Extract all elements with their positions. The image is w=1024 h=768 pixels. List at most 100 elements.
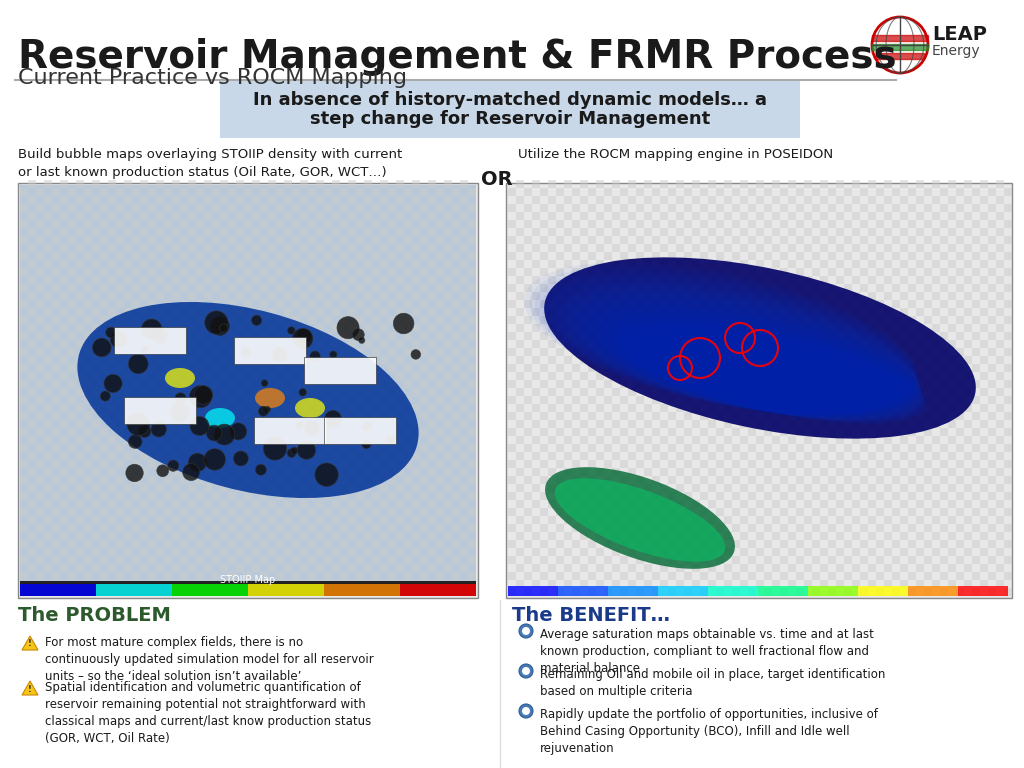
- FancyBboxPatch shape: [20, 380, 28, 388]
- FancyBboxPatch shape: [692, 308, 700, 316]
- FancyBboxPatch shape: [300, 452, 308, 460]
- FancyBboxPatch shape: [244, 252, 252, 260]
- FancyBboxPatch shape: [676, 516, 684, 524]
- FancyBboxPatch shape: [324, 584, 400, 596]
- FancyBboxPatch shape: [676, 308, 684, 316]
- FancyBboxPatch shape: [108, 324, 116, 332]
- FancyBboxPatch shape: [908, 332, 916, 340]
- FancyBboxPatch shape: [668, 268, 676, 276]
- FancyBboxPatch shape: [508, 396, 516, 404]
- FancyBboxPatch shape: [612, 356, 620, 364]
- FancyBboxPatch shape: [1004, 252, 1012, 260]
- FancyBboxPatch shape: [612, 436, 620, 444]
- FancyBboxPatch shape: [28, 468, 36, 476]
- FancyBboxPatch shape: [84, 332, 92, 340]
- FancyBboxPatch shape: [948, 260, 956, 268]
- FancyBboxPatch shape: [148, 252, 156, 260]
- FancyBboxPatch shape: [524, 252, 532, 260]
- FancyBboxPatch shape: [436, 252, 444, 260]
- FancyBboxPatch shape: [756, 244, 764, 252]
- FancyBboxPatch shape: [156, 580, 164, 588]
- FancyBboxPatch shape: [220, 500, 228, 508]
- FancyBboxPatch shape: [676, 388, 684, 396]
- FancyBboxPatch shape: [964, 244, 972, 252]
- FancyBboxPatch shape: [700, 556, 708, 564]
- FancyBboxPatch shape: [596, 260, 604, 268]
- FancyBboxPatch shape: [564, 228, 572, 236]
- FancyBboxPatch shape: [460, 324, 468, 332]
- FancyBboxPatch shape: [988, 476, 996, 484]
- FancyBboxPatch shape: [516, 580, 524, 588]
- FancyBboxPatch shape: [92, 244, 100, 252]
- FancyBboxPatch shape: [748, 348, 756, 356]
- FancyBboxPatch shape: [716, 236, 724, 244]
- FancyBboxPatch shape: [172, 516, 180, 524]
- FancyBboxPatch shape: [748, 364, 756, 372]
- FancyBboxPatch shape: [524, 236, 532, 244]
- FancyBboxPatch shape: [452, 332, 460, 340]
- FancyBboxPatch shape: [668, 524, 676, 532]
- FancyBboxPatch shape: [540, 396, 548, 404]
- FancyBboxPatch shape: [228, 252, 236, 260]
- FancyBboxPatch shape: [516, 180, 524, 188]
- FancyBboxPatch shape: [804, 356, 812, 364]
- FancyBboxPatch shape: [108, 372, 116, 380]
- FancyBboxPatch shape: [572, 508, 580, 516]
- FancyBboxPatch shape: [132, 380, 140, 388]
- FancyBboxPatch shape: [228, 396, 236, 404]
- FancyBboxPatch shape: [428, 404, 436, 412]
- FancyBboxPatch shape: [444, 196, 452, 204]
- FancyBboxPatch shape: [852, 548, 860, 556]
- FancyBboxPatch shape: [612, 340, 620, 348]
- FancyBboxPatch shape: [308, 268, 316, 276]
- FancyBboxPatch shape: [292, 252, 300, 260]
- FancyBboxPatch shape: [212, 284, 220, 292]
- FancyBboxPatch shape: [748, 572, 756, 580]
- FancyBboxPatch shape: [876, 492, 884, 500]
- FancyBboxPatch shape: [372, 252, 380, 260]
- FancyBboxPatch shape: [204, 180, 212, 188]
- FancyBboxPatch shape: [780, 396, 788, 404]
- FancyBboxPatch shape: [604, 236, 612, 244]
- FancyBboxPatch shape: [540, 236, 548, 244]
- FancyBboxPatch shape: [68, 396, 76, 404]
- FancyBboxPatch shape: [52, 492, 60, 500]
- FancyBboxPatch shape: [28, 436, 36, 444]
- FancyBboxPatch shape: [36, 444, 44, 452]
- FancyBboxPatch shape: [388, 348, 396, 356]
- FancyBboxPatch shape: [756, 260, 764, 268]
- FancyBboxPatch shape: [228, 188, 236, 196]
- Circle shape: [152, 327, 168, 343]
- FancyBboxPatch shape: [284, 372, 292, 380]
- FancyBboxPatch shape: [252, 500, 260, 508]
- FancyBboxPatch shape: [252, 212, 260, 220]
- FancyBboxPatch shape: [124, 228, 132, 236]
- FancyBboxPatch shape: [916, 404, 924, 412]
- FancyBboxPatch shape: [780, 380, 788, 388]
- FancyBboxPatch shape: [28, 532, 36, 540]
- FancyBboxPatch shape: [516, 372, 524, 380]
- Circle shape: [128, 435, 142, 449]
- FancyBboxPatch shape: [148, 476, 156, 484]
- FancyBboxPatch shape: [1004, 428, 1012, 436]
- FancyBboxPatch shape: [548, 436, 556, 444]
- FancyBboxPatch shape: [1004, 412, 1012, 420]
- FancyBboxPatch shape: [548, 372, 556, 380]
- FancyBboxPatch shape: [668, 300, 676, 308]
- FancyBboxPatch shape: [812, 428, 820, 436]
- FancyBboxPatch shape: [84, 476, 92, 484]
- FancyBboxPatch shape: [940, 300, 948, 308]
- FancyBboxPatch shape: [596, 468, 604, 476]
- FancyBboxPatch shape: [548, 516, 556, 524]
- FancyBboxPatch shape: [308, 236, 316, 244]
- FancyBboxPatch shape: [756, 356, 764, 364]
- FancyBboxPatch shape: [156, 500, 164, 508]
- FancyBboxPatch shape: [948, 212, 956, 220]
- FancyBboxPatch shape: [788, 532, 796, 540]
- FancyBboxPatch shape: [444, 516, 452, 524]
- FancyBboxPatch shape: [236, 180, 244, 188]
- FancyBboxPatch shape: [372, 364, 380, 372]
- FancyBboxPatch shape: [740, 212, 748, 220]
- Polygon shape: [22, 636, 38, 650]
- FancyBboxPatch shape: [748, 460, 756, 468]
